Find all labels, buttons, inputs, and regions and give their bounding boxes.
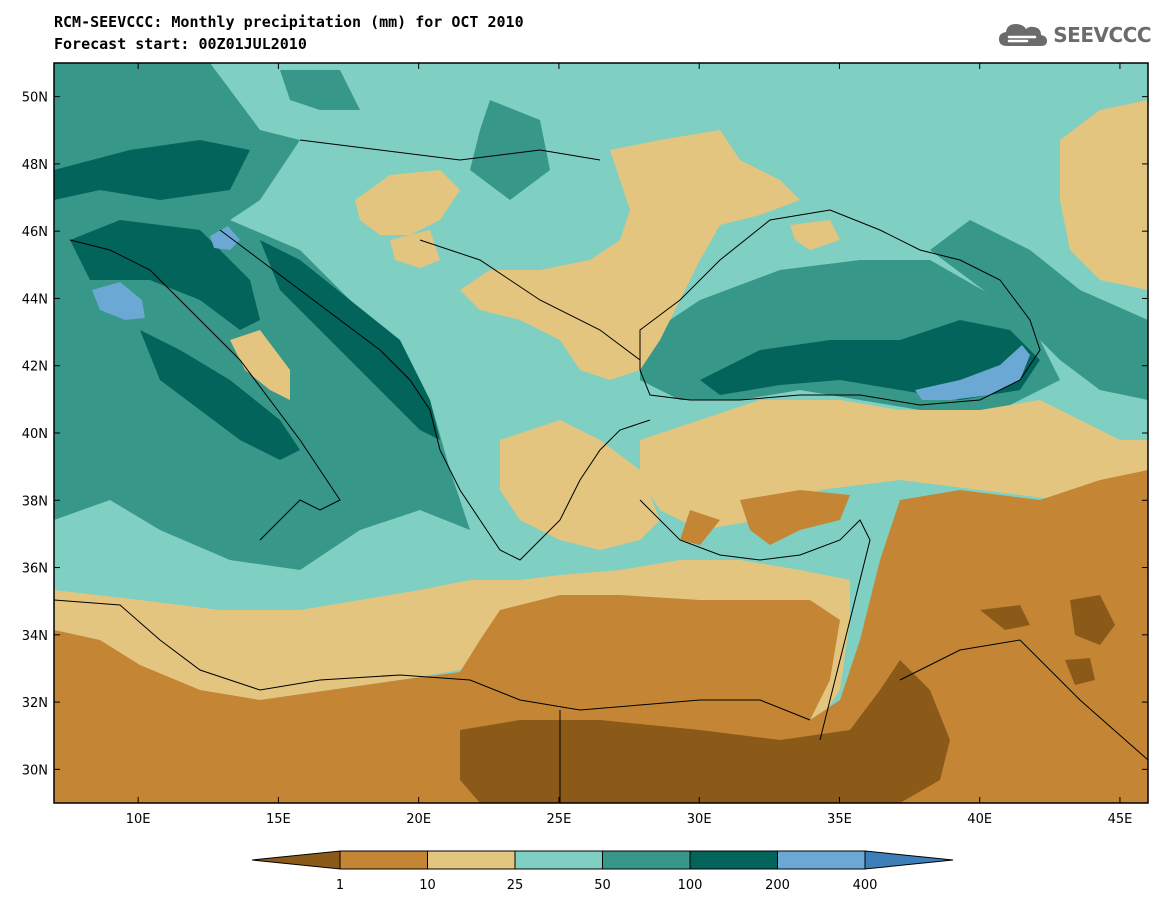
colorbar-level-label: 100 [678,878,703,893]
colorbar-segment-lowest [251,850,341,870]
precip-10-25-serbia [390,230,440,268]
precip-100-200-tyrrhenian [70,220,260,330]
lon-tick-label: 30E [687,812,712,827]
lat-tick-label: 44N [22,292,48,307]
precip-100-200-alps [54,140,250,200]
precip-below-1-egypt [460,660,950,803]
precip-10-25-italy-south [230,330,290,400]
coastline-black-sea [639,209,1041,406]
colorbar-segment [427,850,516,870]
precip-200-400-turkey-coast [915,345,1030,400]
lat-tick-label: 50N [22,91,48,106]
lon-tick-label: 15E [266,812,291,827]
precip-10-25-northeast [1060,100,1148,290]
lat-tick-label: 30N [22,763,48,778]
border-syria-iraq [899,639,1148,761]
precip-10-25-crimea [790,220,840,250]
colorbar-level-label: 50 [594,878,611,893]
colorbar-level-label: 200 [765,878,790,893]
colorbar-segment [339,850,428,870]
precip-below-1-arabia-2 [980,605,1030,630]
colorbar-segment-highest [864,850,954,870]
logo-text: SEEVCCC [1053,23,1151,47]
coastline-anatolia-south [639,499,871,741]
lat-tick-label: 48N [22,158,48,173]
coastline-adriatic-east [219,229,481,521]
precipitation-field [54,63,1148,803]
precip-10-25-greece-aegean [500,420,660,550]
lon-tick-label: 45E [1108,812,1133,827]
precip-100-200-ionian [140,330,300,460]
colorbar-segment [514,850,603,870]
lat-tick-label: 42N [22,360,48,375]
latitude-axis: 30N 32N 34N 36N 38N 40N 42N 44N 46N 48N 50N [22,91,1148,778]
border-balkans [299,139,641,361]
precip-50-100-north [470,100,550,200]
lon-tick-label: 40E [967,812,992,827]
map-title: RCM-SEEVCCC: Monthly precipitation (mm) … [54,13,524,31]
precip-100-200-adriatic [260,240,440,440]
precip-50-100-central [280,70,360,110]
colorbar-segment [777,850,866,870]
colorbar-level-label: 1 [336,878,344,893]
longitude-axis: 10E 15E 20E 25E 30E 35E 40E 45E [126,63,1133,827]
precip-200-400-istria [210,226,240,250]
precip-1-10-turkey-south [680,510,720,545]
lon-tick-label: 35E [827,812,852,827]
coastline-north-africa [54,599,811,721]
precip-100-200-blacksea [700,320,1040,400]
precip-1-10-turkey-central [740,490,850,545]
precip-below-1-arabia-1 [1070,595,1115,645]
lat-tick-label: 40N [22,427,48,442]
coastlines [54,139,1148,803]
lon-tick-label: 25E [547,812,572,827]
colorbar-level-label: 10 [419,878,436,893]
precip-50-100-east [930,220,1148,400]
colorbar-segment [689,850,778,870]
seevccc-logo: SEEVCCC [997,20,1151,50]
lat-tick-label: 38N [22,494,48,509]
lat-tick-label: 34N [22,629,48,644]
colorbar-legend: 1 10 25 50 100 200 400 [251,850,954,893]
lat-tick-label: 32N [22,696,48,711]
coastline-italy [69,239,341,541]
lat-tick-label: 36N [22,562,48,577]
cloud-icon [999,24,1048,46]
colorbar-level-label: 25 [507,878,524,893]
coastline-greece [479,419,651,561]
precip-200-400-liguria [92,282,145,320]
colorbar-level-label: 400 [853,878,878,893]
lon-tick-label: 20E [406,812,431,827]
colorbar-segment [602,850,691,870]
lat-tick-label: 46N [22,225,48,240]
forecast-start-label: Forecast start: 00Z01JUL2010 [54,35,307,53]
precip-10-25-romania-ukraine [460,130,800,380]
precip-below-1-arabia-3 [1065,658,1095,685]
lon-tick-label: 10E [126,812,151,827]
precip-10-25-pannonia [355,170,460,235]
